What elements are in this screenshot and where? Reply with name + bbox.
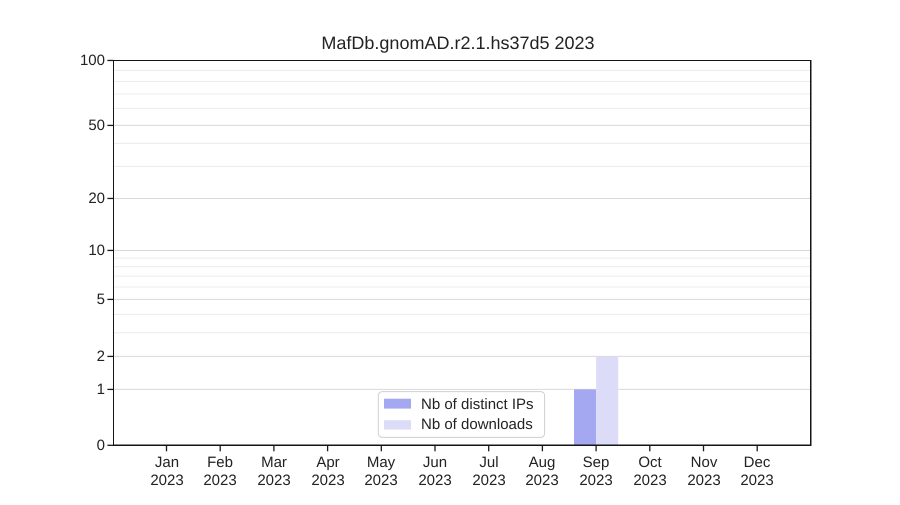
svg-text:Oct: Oct — [638, 454, 662, 471]
svg-text:2023: 2023 — [418, 472, 451, 489]
svg-text:2023: 2023 — [472, 472, 505, 489]
svg-text:1: 1 — [97, 381, 105, 398]
svg-text:Nov: Nov — [691, 454, 718, 471]
svg-text:2023: 2023 — [633, 472, 666, 489]
svg-text:50: 50 — [88, 117, 105, 134]
svg-text:2023: 2023 — [150, 472, 183, 489]
svg-text:10: 10 — [88, 242, 105, 259]
svg-text:2023: 2023 — [525, 472, 558, 489]
svg-text:2023: 2023 — [203, 472, 236, 489]
svg-text:2023: 2023 — [740, 472, 773, 489]
svg-text:MafDb.gnomAD.r2.1.hs37d5 2023: MafDb.gnomAD.r2.1.hs37d5 2023 — [321, 33, 594, 53]
svg-text:2: 2 — [97, 348, 105, 365]
svg-text:Apr: Apr — [316, 454, 339, 471]
svg-text:Nb of distinct IPs: Nb of distinct IPs — [421, 396, 534, 413]
svg-text:Jan: Jan — [155, 454, 179, 471]
svg-text:2023: 2023 — [257, 472, 290, 489]
svg-text:Mar: Mar — [261, 454, 287, 471]
svg-text:20: 20 — [88, 190, 105, 207]
svg-text:0: 0 — [97, 437, 105, 454]
svg-text:Jun: Jun — [423, 454, 447, 471]
svg-text:Nb of downloads: Nb of downloads — [421, 416, 533, 433]
svg-text:Feb: Feb — [207, 454, 233, 471]
svg-text:May: May — [367, 454, 396, 471]
svg-text:2023: 2023 — [579, 472, 612, 489]
svg-text:Sep: Sep — [583, 454, 610, 471]
svg-text:Aug: Aug — [529, 454, 556, 471]
svg-text:2023: 2023 — [364, 472, 397, 489]
svg-text:Jul: Jul — [479, 454, 498, 471]
svg-text:Dec: Dec — [744, 454, 771, 471]
svg-text:5: 5 — [97, 291, 105, 308]
svg-text:2023: 2023 — [311, 472, 344, 489]
svg-text:2023: 2023 — [687, 472, 720, 489]
svg-text:100: 100 — [80, 52, 105, 69]
